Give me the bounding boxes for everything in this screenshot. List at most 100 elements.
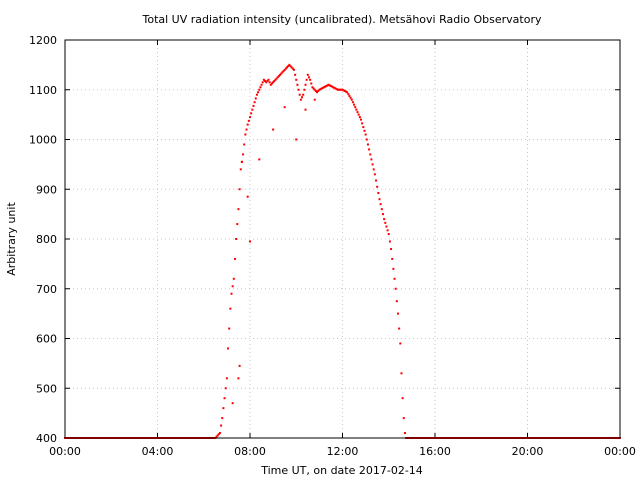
data-point — [360, 118, 362, 121]
y-axis-label: Arbitrary unit — [5, 202, 18, 276]
data-point — [354, 106, 357, 109]
x-axis-label: Time UT, on date 2017-02-14 — [260, 464, 423, 477]
data-point — [222, 407, 225, 410]
data-point — [218, 432, 221, 435]
data-point — [343, 89, 346, 92]
data-point — [235, 238, 238, 240]
data-point — [309, 78, 312, 81]
data-point — [292, 68, 295, 71]
data-point — [305, 78, 308, 81]
data-point — [383, 218, 386, 221]
data-point — [287, 65, 290, 68]
data-point — [246, 123, 249, 126]
data-point — [265, 81, 268, 84]
data-point — [247, 119, 250, 122]
x-tick-label: 04:00 — [142, 445, 174, 458]
data-point — [340, 88, 343, 91]
data-point — [375, 179, 378, 182]
y-tick-label: 1100 — [29, 84, 57, 97]
y-tick-label: 800 — [36, 233, 57, 246]
data-point — [387, 233, 390, 236]
data-point — [403, 432, 406, 435]
data-point — [252, 104, 255, 107]
data-point — [368, 148, 371, 151]
data-point — [346, 91, 349, 94]
data-point — [275, 77, 278, 80]
y-tick-label: 700 — [36, 283, 57, 296]
data-point — [228, 327, 231, 330]
data-point — [280, 72, 283, 75]
data-point — [250, 112, 253, 115]
data-point — [364, 133, 367, 136]
data-point — [356, 111, 359, 114]
data-point — [307, 76, 310, 79]
data-point — [317, 89, 320, 92]
data-point — [402, 417, 405, 420]
data-point — [289, 65, 292, 68]
data-point — [381, 213, 384, 216]
data-point — [279, 73, 282, 76]
data-point — [288, 63, 291, 66]
data-point — [303, 88, 306, 91]
data-point — [232, 277, 235, 280]
data-point — [321, 86, 324, 89]
data-point — [281, 71, 284, 74]
data-point — [284, 67, 287, 70]
data-point — [249, 116, 251, 119]
data-point — [384, 221, 387, 224]
data-point — [393, 277, 396, 280]
data-point — [365, 138, 368, 141]
data-point — [320, 87, 323, 90]
data-point — [243, 143, 246, 146]
data-point — [291, 67, 294, 70]
data-point — [298, 93, 301, 96]
data-point — [237, 208, 240, 211]
data-point — [380, 208, 383, 211]
data-point — [371, 163, 374, 166]
data-point — [236, 223, 239, 226]
data-point — [295, 138, 298, 141]
x-tick-label: 20:00 — [512, 445, 544, 458]
data-point — [358, 116, 361, 119]
data-point — [338, 88, 341, 91]
data-point — [264, 80, 267, 83]
data-point — [227, 347, 230, 350]
data-point — [306, 73, 309, 76]
data-point — [224, 387, 227, 390]
data-point — [342, 89, 345, 92]
data-point — [258, 158, 261, 161]
data-point — [215, 435, 218, 438]
data-point — [231, 402, 234, 405]
data-point — [310, 82, 313, 85]
data-point — [312, 87, 315, 90]
data-point — [386, 229, 389, 232]
data-point — [262, 78, 265, 81]
data-point — [274, 78, 277, 81]
data-point — [237, 377, 240, 380]
data-point — [313, 98, 316, 101]
x-tick-label: 00:00 — [49, 445, 81, 458]
data-point — [258, 88, 261, 91]
data-point — [249, 240, 251, 243]
data-point — [230, 292, 233, 295]
data-point — [244, 133, 247, 136]
data-point — [327, 83, 330, 86]
plot-frame — [64, 39, 621, 439]
data-point — [260, 83, 263, 86]
data-point — [283, 106, 286, 109]
data-point — [401, 397, 404, 400]
data-point — [331, 85, 334, 88]
data-point — [269, 83, 272, 86]
tick-layer: 00:00 04:00 08:00 12:00 16:00 20:00 00:0040050… — [29, 34, 636, 458]
data-point — [400, 372, 403, 375]
data-point — [378, 198, 381, 201]
data-point — [272, 81, 275, 84]
data-point — [296, 83, 299, 86]
data-point — [318, 88, 321, 91]
data-point — [259, 86, 262, 89]
data-point — [334, 87, 337, 90]
data-point — [225, 377, 228, 380]
data-point — [399, 342, 402, 345]
